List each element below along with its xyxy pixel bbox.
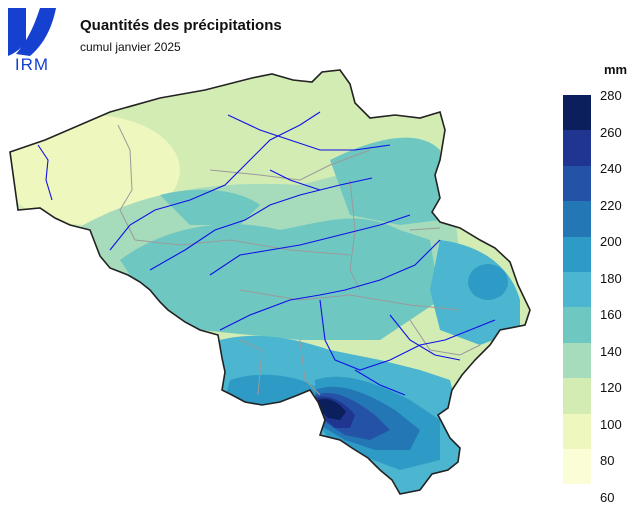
legend-tick-label: 60	[600, 489, 615, 505]
legend-tick-label: 220	[600, 197, 622, 213]
map-title: Quantités des précipitations	[80, 17, 282, 34]
legend-tick-label: 180	[600, 270, 622, 286]
legend-swatch	[563, 307, 591, 343]
logo-text: IRM	[15, 55, 49, 72]
legend-swatch	[563, 378, 591, 414]
legend-unit: mm	[604, 62, 628, 77]
legend-swatch	[563, 130, 591, 166]
legend-swatch	[563, 201, 591, 237]
legend-tick-label: 80	[600, 453, 615, 468]
precipitation-map	[9, 69, 531, 495]
legend-swatch	[563, 95, 591, 131]
legend-tick-label: 200	[600, 234, 622, 249]
legend-swatch	[563, 448, 591, 485]
legend-tick-label: 100	[600, 416, 622, 432]
legend-swatch	[563, 342, 591, 379]
legend-swatch	[563, 165, 591, 202]
irm-logo: IRM	[6, 6, 58, 74]
legend-tick-label: 240	[600, 161, 622, 176]
legend-swatch	[563, 413, 591, 449]
legend-tick-label: 160	[600, 307, 622, 322]
color-legend	[563, 95, 591, 485]
legend-swatch	[563, 271, 591, 308]
legend-tick-label: 120	[600, 380, 622, 395]
legend-tick-label: 280	[600, 88, 622, 103]
legend-tick-label: 260	[600, 124, 622, 140]
legend-swatch	[563, 236, 591, 272]
map-subtitle: cumul janvier 2025	[80, 40, 181, 54]
legend-tick-label: 140	[600, 343, 622, 359]
